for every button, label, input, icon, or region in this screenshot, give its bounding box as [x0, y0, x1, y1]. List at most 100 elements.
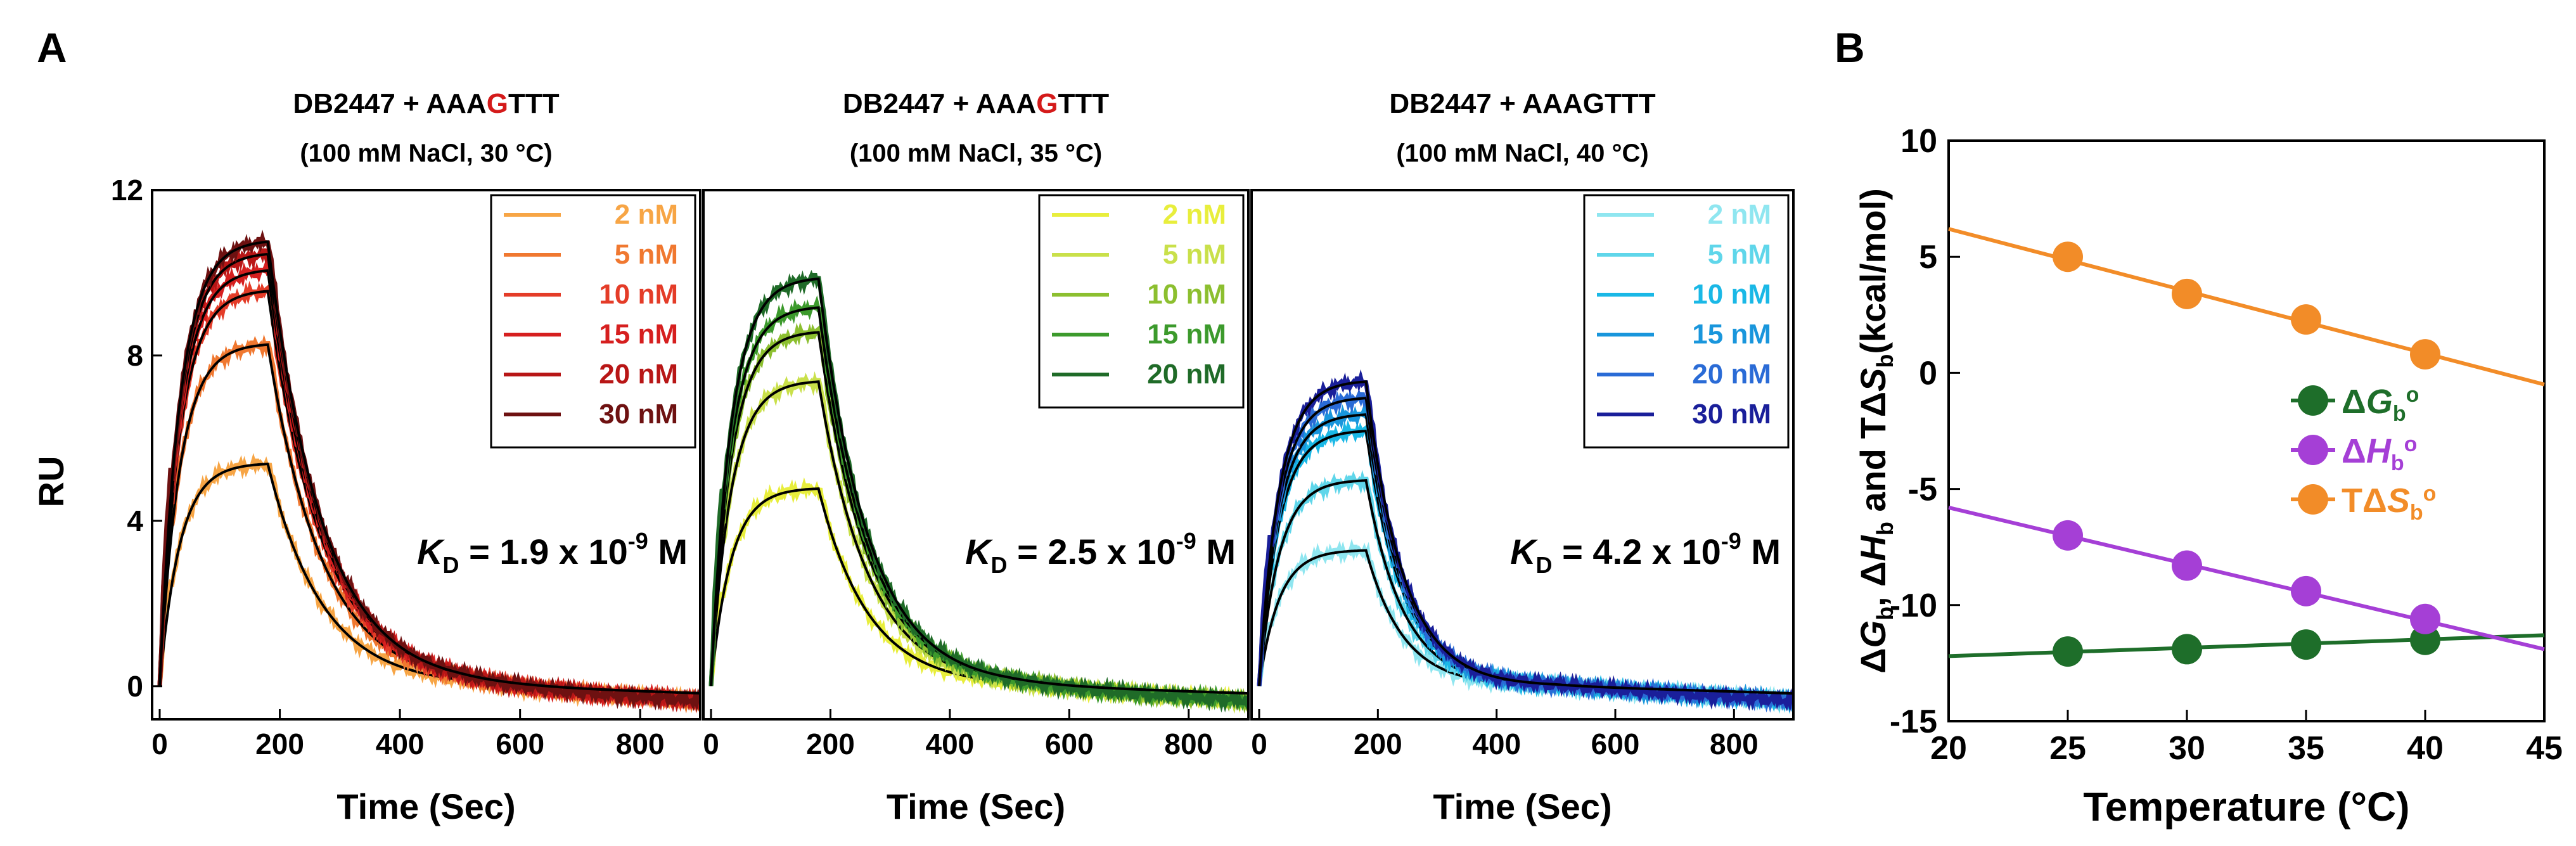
legend: 2 nM 5 nM 10 nM 15 nM 20 nM	[1038, 194, 1245, 409]
x-tick-label: 30	[2169, 730, 2205, 767]
sensorgram-panel-2: DB2447 + AAAGTTT (100 mM NaCl, 35 °C) 0 200…	[702, 88, 1250, 826]
legend: 2 nM 5 nM 10 nM 15 nM 20 nM 30 nM	[490, 194, 696, 449]
legend-box	[490, 194, 696, 449]
fit-curve-2-nM	[1258, 549, 1793, 695]
panel-subtitle: (100 mM NaCl, 30 °C)	[300, 139, 552, 167]
legend-label: 2 nM	[615, 199, 678, 230]
x-tick-label: 800	[616, 727, 665, 760]
x-tick-label: 600	[496, 727, 544, 760]
x-tick-label: 200	[1354, 727, 1402, 760]
x-axis-label: Temperature (°C)	[2083, 784, 2409, 830]
curves	[1257, 369, 1793, 714]
x-tick-label: 35	[2288, 730, 2324, 767]
data-point	[2410, 624, 2440, 655]
y-tick-label: 4	[127, 504, 143, 537]
y-tick-label: 0	[1919, 355, 1937, 392]
kd-annotation: KD = 1.9 x 10-9 M	[417, 528, 688, 578]
legend-label: 20 nM	[599, 359, 678, 390]
fit-curve-5-nM	[1258, 478, 1793, 695]
y-axis-label: RU	[31, 456, 71, 508]
fit-curve-30-nM	[1258, 380, 1793, 695]
fit-curve-2-nM	[710, 487, 1248, 695]
legend-marker	[2298, 385, 2328, 416]
fit-line	[1948, 227, 2545, 387]
legend-item-dG: ΔGbo	[2291, 383, 2419, 426]
sensorgram-panel-1: DB2447 + AAAGTTT (100 mM NaCl, 30 °C) 0 200…	[31, 88, 702, 826]
legend: 2 nM 5 nM 10 nM 15 nM 20 nM 30 nM	[1583, 194, 1790, 449]
data-point	[2053, 241, 2083, 272]
legend-marker	[2298, 435, 2328, 465]
legend-label: 15 nM	[1692, 319, 1771, 350]
x-tick-label: 0	[1251, 727, 1267, 760]
x-tick-label: 600	[1045, 727, 1094, 760]
x-tick-label: 40	[2407, 730, 2444, 767]
legend-marker	[2298, 484, 2328, 515]
y-tick-label: -15	[1890, 703, 1937, 740]
legend-box	[1038, 194, 1245, 409]
x-tick-label: 800	[1164, 727, 1213, 760]
data-point	[2172, 634, 2202, 665]
y-tick-label: 0	[127, 670, 143, 703]
kd-annotation: KD = 4.2 x 10-9 M	[1510, 528, 1781, 578]
legend-label: ΔGbo	[2342, 383, 2419, 426]
x-tick-label: 800	[1710, 727, 1759, 760]
data-point	[2291, 304, 2321, 335]
x-tick-label: 400	[1472, 727, 1521, 760]
plot-frame	[1947, 139, 2546, 722]
legend-item-dH: ΔHbo	[2291, 432, 2417, 475]
legend-label: 5 nM	[615, 239, 678, 270]
legend-label: 2 nM	[1163, 199, 1226, 230]
x-axis-label: Time (Sec)	[887, 786, 1065, 826]
data-point	[2053, 636, 2083, 667]
legend-label: 10 nM	[1692, 279, 1771, 310]
y-tick-label: -10	[1890, 587, 1937, 624]
legend-label: 5 nM	[1163, 239, 1226, 270]
plot-frame	[702, 189, 1250, 721]
panel-title: DB2447 + AAAGTTT	[293, 88, 559, 119]
plot-frame	[151, 189, 702, 721]
data-point	[2291, 629, 2321, 660]
y-tick-label: 12	[111, 174, 143, 207]
legend-label: 30 nM	[599, 399, 678, 430]
legend-item-TdS: TΔSbo	[2291, 482, 2436, 525]
panel-subtitle: (100 mM NaCl, 35 °C)	[850, 139, 1102, 167]
curves	[708, 269, 1248, 714]
data-point	[2172, 550, 2202, 581]
y-axis-label: ΔGb, ΔHb and TΔSb(kcal/mol)	[1853, 188, 1898, 674]
fit-line	[1948, 505, 2545, 651]
panel-label-b: B	[1835, 24, 1865, 71]
x-tick-label: 25	[2049, 730, 2086, 767]
series-dG	[1948, 624, 2545, 667]
panel-title: DB2447 + AAAGTTT	[843, 88, 1109, 119]
curves	[157, 229, 700, 714]
legend-label: 20 nM	[1692, 359, 1771, 390]
x-tick-label: 0	[703, 727, 719, 760]
plot-frame	[1250, 189, 1795, 721]
legend-label: 10 nM	[599, 279, 678, 310]
data-point	[2172, 278, 2202, 309]
x-tick-label: 400	[376, 727, 425, 760]
x-axis-label: Time (Sec)	[336, 786, 515, 826]
fit-line	[1948, 633, 2545, 658]
legend-label: 2 nM	[1708, 199, 1771, 230]
legend-label: ΔHbo	[2342, 432, 2417, 475]
fit-curve-30-nM	[158, 240, 700, 695]
legend-label: 15 nM	[599, 319, 678, 350]
data-point	[2410, 339, 2440, 370]
series-dH	[1948, 505, 2545, 651]
panel-subtitle: (100 mM NaCl, 40 °C)	[1396, 139, 1648, 167]
x-tick-label: 200	[255, 727, 304, 760]
fit-curve-20-nM	[710, 277, 1248, 695]
x-axis-label: Time (Sec)	[1433, 786, 1612, 826]
legend-label: 20 nM	[1147, 359, 1226, 390]
legend-label: 5 nM	[1708, 239, 1771, 270]
y-tick-label: -5	[1908, 471, 1937, 508]
data-point	[2410, 603, 2440, 634]
sensorgram-panel-3: DB2447 + AAAGTTT (100 mM NaCl, 40 °C) 0 200…	[1250, 88, 1795, 826]
legend-label: TΔSbo	[2342, 482, 2436, 525]
thermo-panel: 20 25 30 35 40 45 10 5 0 -5 -10 -15 Temperature (°C)…	[1853, 123, 2563, 830]
legend-box	[1583, 194, 1790, 449]
y-tick-label: 8	[127, 339, 143, 372]
x-tick-label: 45	[2526, 730, 2563, 767]
